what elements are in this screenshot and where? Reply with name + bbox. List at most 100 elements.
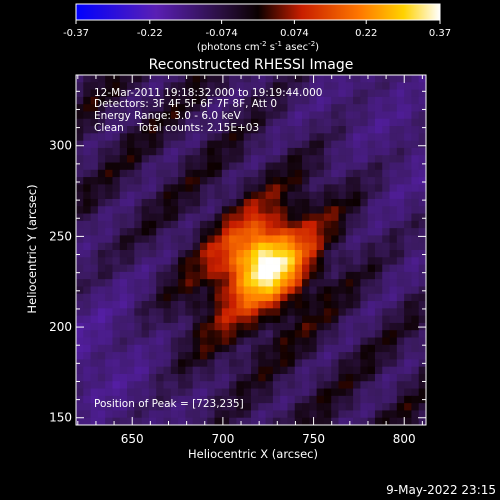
heatmap-cell <box>229 279 237 287</box>
heatmap-cell <box>272 82 281 90</box>
heatmap-cell <box>214 96 223 105</box>
heatmap-cell <box>178 111 186 120</box>
heatmap-cell <box>418 257 426 265</box>
heatmap-cell <box>112 271 121 280</box>
heatmap-cell <box>221 75 230 83</box>
heatmap-cell <box>105 381 113 389</box>
heatmap-cell <box>309 352 318 360</box>
heatmap-cell <box>236 315 245 324</box>
heatmap-cell <box>192 388 201 397</box>
heatmap-cell <box>112 279 121 287</box>
heatmap-cell <box>156 301 164 309</box>
heatmap-cell <box>243 293 252 302</box>
heatmap-cell <box>374 271 383 280</box>
heatmap-cell <box>105 126 113 134</box>
heatmap-cell <box>156 293 164 302</box>
heatmap-cell <box>134 198 143 207</box>
heatmap-cell <box>345 198 354 207</box>
heatmap-cell <box>105 133 113 142</box>
heatmap-cell <box>105 344 113 353</box>
heatmap-cell <box>265 257 274 265</box>
heatmap-cell <box>251 366 259 375</box>
heatmap-cell <box>258 147 266 156</box>
heatmap-cell <box>163 155 172 163</box>
heatmap-cell <box>185 133 194 142</box>
heatmap-cell <box>353 198 361 207</box>
heatmap-cell <box>302 279 310 287</box>
heatmap-cell <box>119 118 128 127</box>
heatmap-cell <box>302 89 310 98</box>
heatmap-cell <box>396 257 405 265</box>
heatmap-cell <box>192 337 201 346</box>
heatmap-cell <box>294 82 303 90</box>
heatmap-cell <box>367 410 376 419</box>
annotation-time-range: 12-Mar-2011 19:18:32.000 to 19:19:44.000 <box>94 87 322 99</box>
heatmap-cell <box>404 206 412 214</box>
heatmap-cell <box>76 403 84 411</box>
heatmap-cell <box>221 118 230 127</box>
heatmap-cell <box>411 359 420 368</box>
heatmap-cell <box>185 75 194 83</box>
heatmap-cell <box>382 359 390 368</box>
heatmap-cell <box>323 133 332 142</box>
heatmap-cell <box>214 177 223 185</box>
heatmap-cell <box>105 373 113 382</box>
heatmap-cell <box>382 220 390 229</box>
heatmap-cell <box>418 89 426 98</box>
heatmap-cell <box>411 147 420 156</box>
heatmap-cell <box>199 381 208 389</box>
heatmap-cell <box>396 155 405 163</box>
heatmap-cell <box>112 104 121 112</box>
heatmap-cell <box>76 82 84 90</box>
heatmap-cell <box>309 82 318 90</box>
heatmap-cell <box>221 213 230 222</box>
heatmap-cell <box>199 417 208 425</box>
heatmap-cell <box>170 271 179 280</box>
heatmap-cell <box>119 220 128 229</box>
heatmap-cell <box>338 228 347 236</box>
heatmap-cell <box>127 220 135 229</box>
heatmap-cell <box>236 373 245 382</box>
heatmap-cell <box>214 308 223 317</box>
heatmap-cell <box>316 250 325 258</box>
heatmap-cell <box>112 126 121 134</box>
heatmap-cell <box>76 301 84 309</box>
heatmap-cell <box>404 403 412 411</box>
heatmap-cell <box>243 126 252 134</box>
heatmap-cell <box>83 118 91 127</box>
heatmap-cell <box>389 213 398 222</box>
heatmap-cell <box>338 257 347 265</box>
heatmap-cell <box>302 410 310 419</box>
heatmap-cell <box>134 147 143 156</box>
heatmap-cell <box>302 330 310 338</box>
heatmap-cell <box>76 198 84 207</box>
heatmap-cell <box>156 140 164 149</box>
heatmap-cell <box>178 330 186 338</box>
heatmap-cell <box>134 96 143 105</box>
heatmap-cell <box>367 337 376 346</box>
heatmap-cell <box>83 198 91 207</box>
heatmap-cell <box>338 264 347 273</box>
heatmap-cell <box>199 264 208 273</box>
heatmap-cell <box>396 301 405 309</box>
heatmap-cell <box>134 381 143 389</box>
heatmap-cell <box>345 220 354 229</box>
heatmap-cell <box>374 228 383 236</box>
heatmap-cell <box>331 352 339 360</box>
heatmap-cell <box>258 96 266 105</box>
heatmap-cell <box>83 395 91 404</box>
heatmap-cell <box>185 315 194 324</box>
heatmap-cell <box>331 126 339 134</box>
heatmap-cell <box>280 235 288 244</box>
heatmap-cell <box>251 264 259 273</box>
heatmap-cell <box>309 373 318 382</box>
heatmap-cell <box>382 111 390 120</box>
heatmap-cell <box>265 191 274 200</box>
heatmap-cell <box>302 126 310 134</box>
heatmap-cell <box>396 366 405 375</box>
heatmap-cell <box>221 155 230 163</box>
heatmap-cell <box>170 257 179 265</box>
heatmap-cell <box>134 228 143 236</box>
heatmap-cell <box>97 359 106 368</box>
heatmap-cell <box>112 140 121 149</box>
